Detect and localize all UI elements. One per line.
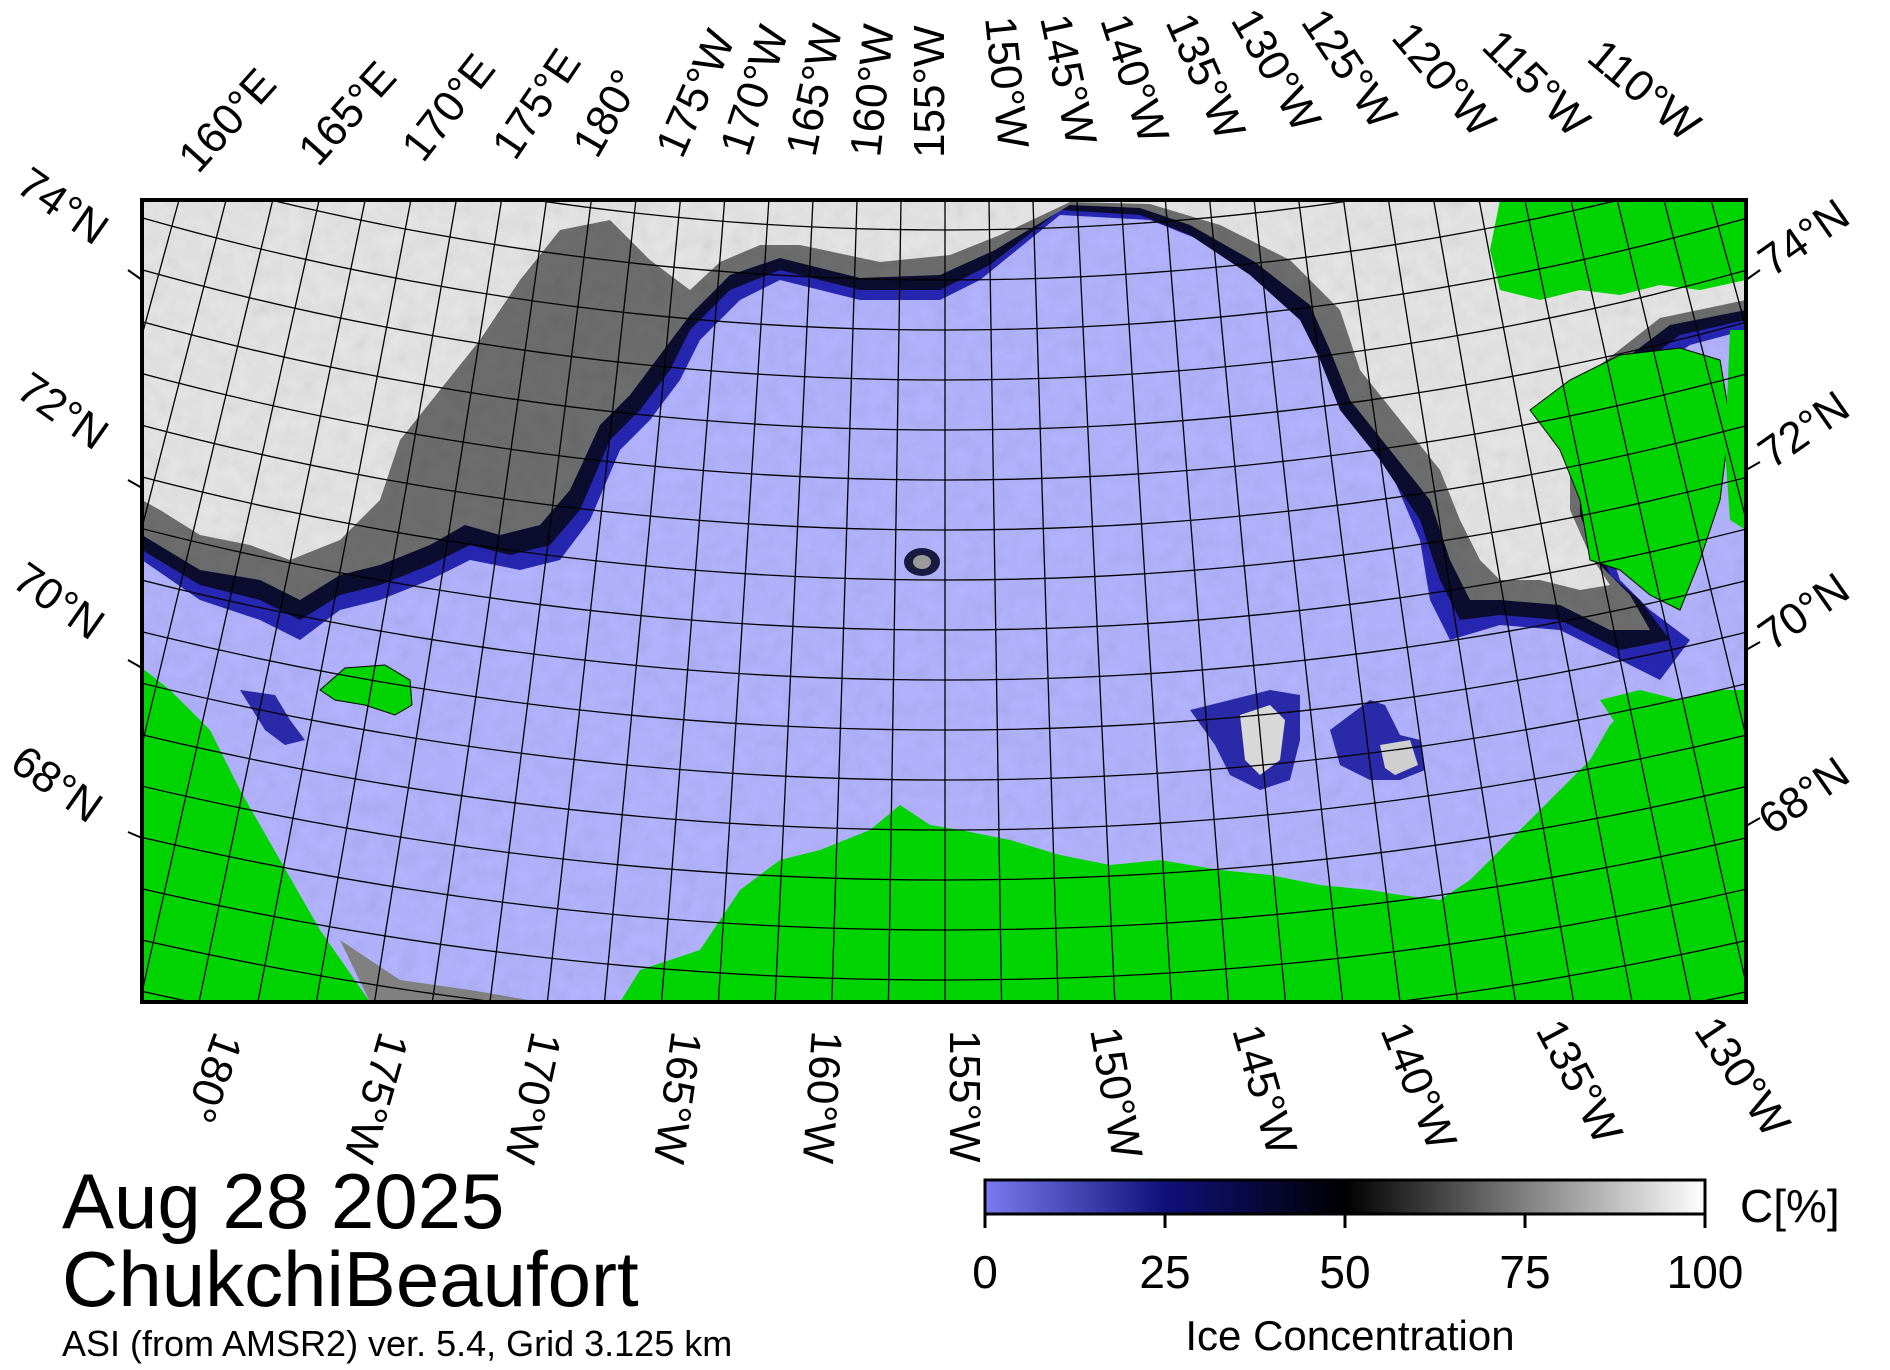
colorbar-tick-label: 0 [972, 1246, 998, 1298]
meridian-line [1342, 200, 1459, 1002]
meridian-line [1253, 200, 1344, 1002]
meridian-line [0, 0, 103, 1090]
bottom-lon-label: 145°W [1222, 1019, 1306, 1160]
meridian-line [1864, 0, 1890, 1048]
bottom-lon-label: 140°W [1371, 1015, 1466, 1157]
meridian-line [1209, 200, 1287, 1002]
meridian-line [0, 0, 26, 1048]
ice-floe-center-core [913, 555, 931, 569]
colorbar-gradient [983, 1178, 1707, 1216]
meridian-line [257, 200, 412, 1002]
colorbar-tick-label: 75 [1499, 1246, 1550, 1298]
ice-patch-east-2-core [1380, 740, 1418, 775]
map-region: ChukchiBeaufort [62, 1235, 639, 1323]
left-lat-label: 70°N [4, 553, 113, 650]
meridian-line [315, 200, 457, 1002]
ice-patch-east-1-core [1240, 705, 1285, 775]
top-lon-label: 160°W [841, 22, 904, 159]
bottom-longitude-labels: 180° 175°W 170°W 165°W 160°W 155°W 150°W… [174, 1008, 1799, 1168]
right-lat-label: 70°N [1750, 564, 1859, 661]
top-lon-label: 155°W [905, 25, 954, 158]
top-lon-label: 165°E [289, 52, 406, 174]
colorbar-title: Ice Concentration [1185, 1312, 1514, 1359]
meridian-line [431, 200, 548, 1002]
meridian-line [546, 200, 637, 1002]
bottom-lon-label: 155°W [940, 1030, 989, 1163]
colorbar-tick-label: 50 [1319, 1246, 1370, 1298]
meridian-line [1748, 0, 1890, 1109]
meridian-line [1076, 200, 1116, 1002]
meridian-line [1164, 200, 1230, 1002]
left-lat-label: 72°N [8, 363, 117, 460]
meridian-line [142, 200, 320, 996]
meridian-line [1570, 200, 1746, 987]
right-lat-label: 72°N [1750, 382, 1859, 479]
no-data-area [340, 940, 540, 1002]
right-latitude-labels: 74°N 72°N 70°N 68°N [1750, 190, 1859, 845]
top-longitude-labels: 160°E 165°E 170°E 175°E 180° 175°W 170°W… [169, 0, 1709, 181]
meridian-line [1787, 0, 1890, 1090]
bottom-lon-label: 135°W [1526, 1012, 1632, 1152]
colorbar: 0 25 50 75 100 C[%] Ice Concentration [972, 1178, 1840, 1359]
top-lon-label: 120°W [1382, 13, 1505, 146]
data-source: ASI (from AMSR2) ver. 5.4, Grid 3.125 km [62, 1323, 733, 1364]
meridian-line [774, 200, 814, 1002]
meridian-line [831, 200, 858, 1002]
map-frame [140, 198, 1748, 1004]
left-lat-label: 74°N [8, 158, 117, 255]
top-lon-label: 175°E [483, 40, 591, 167]
meridian-line [660, 200, 726, 1002]
meridian-line [1298, 200, 1401, 1002]
bottom-lon-label: 165°W [644, 1029, 711, 1168]
land-mainland-canada [1600, 690, 1746, 760]
meridian-line [1433, 200, 1575, 1002]
meridian-line [0, 0, 142, 1109]
left-lat-label: 68°N [2, 736, 111, 833]
meridian-line [373, 200, 503, 1002]
meridian-line [1478, 200, 1633, 1002]
colorbar-ticks [983, 1214, 1707, 1228]
meridian-line [489, 200, 592, 1002]
land-alaska [620, 695, 1746, 1002]
land-north-islands [1490, 200, 1746, 300]
meridian-line [1616, 200, 1746, 740]
bottom-lon-label: 160°W [793, 1029, 851, 1165]
meridian-line [198, 200, 366, 1002]
land-victoria-island [1725, 330, 1746, 530]
meridian-line [1032, 200, 1059, 1002]
bottom-lon-label: 170°W [495, 1028, 571, 1168]
bottom-lon-label: 175°W [334, 1027, 418, 1168]
bottom-lon-label: 150°W [1080, 1023, 1151, 1162]
left-latitude-labels: 74°N 72°N 70°N 68°N [2, 158, 117, 833]
meridian-line [1387, 200, 1517, 1002]
bottom-lon-label: 180° [174, 1027, 251, 1129]
land-chukotka [142, 668, 370, 1002]
meridian-line [717, 200, 770, 1002]
meridian-line [988, 200, 1003, 1002]
meridian-line [1826, 0, 1890, 1069]
tick-marks [127, 269, 1761, 839]
top-lon-label: 110°W [1579, 30, 1710, 151]
top-lon-label: 115°W [1473, 20, 1599, 146]
top-lon-label: 160°E [169, 59, 286, 181]
graticule [0, 0, 1890, 1109]
top-lon-label: 170°E [392, 45, 505, 170]
wrangel-island [319, 664, 413, 716]
map-date: Aug 28 2025 [62, 1157, 505, 1245]
meridian-line [887, 200, 902, 1002]
right-lat-label: 68°N [1750, 748, 1859, 845]
meridian-line [0, 0, 64, 1069]
colorbar-unit: C[%] [1740, 1180, 1840, 1232]
ice-patch-west [240, 690, 305, 745]
colorbar-tick-label: 25 [1139, 1246, 1190, 1298]
colorbar-tick-label: 100 [1667, 1246, 1744, 1298]
bottom-lon-label: 130°W [1685, 1008, 1800, 1146]
top-lon-label: 150°W [975, 14, 1038, 151]
meridian-line [142, 200, 274, 748]
meridian-line [603, 200, 681, 1002]
meridian-line [1120, 200, 1173, 1002]
meridian-line [1524, 200, 1692, 1002]
right-lat-label: 74°N [1750, 190, 1859, 287]
